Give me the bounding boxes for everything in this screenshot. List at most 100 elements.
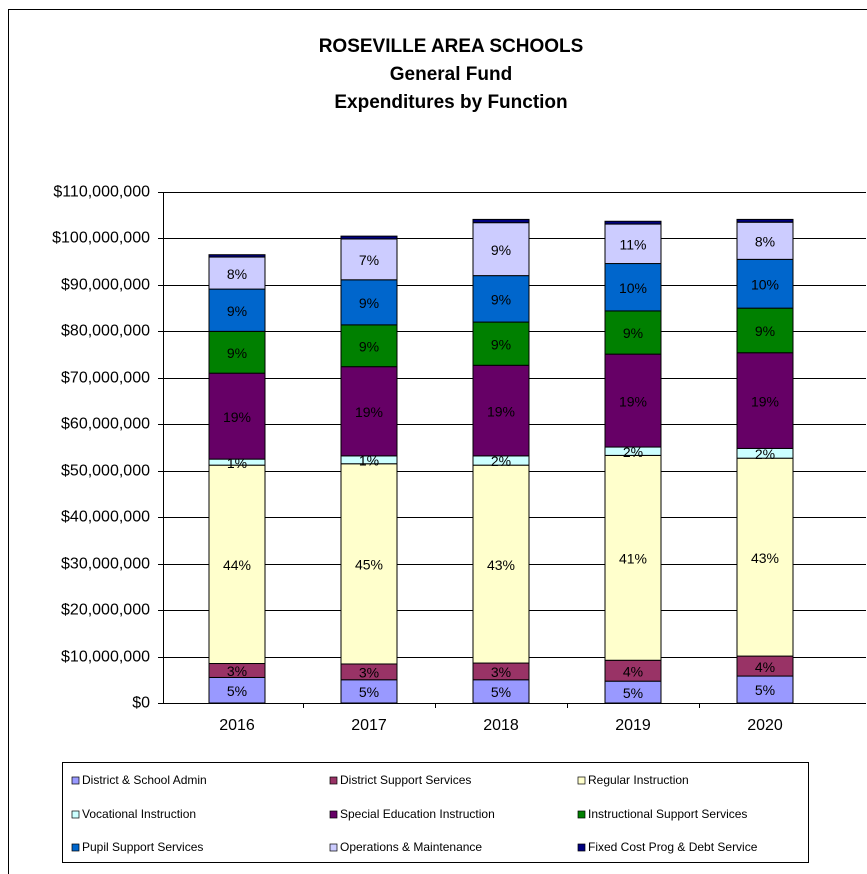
data-label: 19% bbox=[223, 409, 251, 425]
data-label: 9% bbox=[359, 295, 379, 311]
data-label: 9% bbox=[491, 292, 511, 308]
chart-title: General Fund bbox=[390, 64, 512, 85]
data-label: 9% bbox=[227, 345, 247, 361]
legend-label: Vocational Instruction bbox=[82, 807, 196, 821]
data-label: 19% bbox=[619, 393, 647, 409]
data-label: 9% bbox=[623, 325, 643, 341]
data-label: 43% bbox=[487, 557, 515, 573]
bar-segment bbox=[604, 263, 662, 312]
bar-segment bbox=[340, 324, 398, 368]
legend-swatch bbox=[329, 843, 338, 852]
bar-segment bbox=[472, 218, 530, 224]
y-tick-label: $70,000,000 bbox=[61, 370, 150, 387]
bar-segment bbox=[604, 310, 662, 355]
data-label: 8% bbox=[755, 233, 775, 249]
bar-segment bbox=[736, 218, 794, 223]
legend-label: District Support Services bbox=[340, 773, 471, 787]
y-tick-label: $90,000,000 bbox=[61, 277, 150, 294]
data-label: 7% bbox=[359, 252, 379, 268]
data-label: 8% bbox=[227, 266, 247, 282]
chart-title: Expenditures by Function bbox=[334, 92, 567, 113]
bar-segment bbox=[208, 254, 266, 258]
y-tick-label: $80,000,000 bbox=[61, 323, 150, 340]
bar-segment bbox=[208, 372, 266, 460]
data-label: 41% bbox=[619, 551, 647, 567]
legend-label: Operations & Maintenance bbox=[340, 840, 482, 854]
bar-segment bbox=[340, 238, 398, 281]
bar-segment bbox=[472, 321, 530, 366]
legend-label: Special Education Instruction bbox=[340, 807, 495, 821]
bar-segment bbox=[472, 222, 530, 277]
bar-segment bbox=[472, 364, 530, 457]
legend-label: District & School Admin bbox=[82, 773, 207, 787]
bar-segment bbox=[604, 223, 662, 265]
bar-segment bbox=[340, 279, 398, 326]
bar-segment bbox=[472, 275, 530, 323]
data-label: 19% bbox=[751, 393, 779, 409]
legend-swatch bbox=[71, 843, 80, 852]
data-label: 1% bbox=[359, 453, 379, 469]
data-label: 19% bbox=[355, 404, 383, 420]
data-label: 9% bbox=[227, 303, 247, 319]
bar-segment bbox=[736, 258, 794, 309]
data-label: 9% bbox=[491, 336, 511, 352]
x-tick-label: 2019 bbox=[615, 717, 651, 734]
bar-segment bbox=[736, 352, 794, 449]
bar-segment bbox=[340, 366, 398, 457]
data-label: 3% bbox=[359, 665, 379, 681]
data-label: 5% bbox=[227, 683, 247, 699]
data-label: 3% bbox=[227, 663, 247, 679]
legend-label: Fixed Cost Prog & Debt Service bbox=[588, 840, 758, 854]
data-label: 45% bbox=[355, 557, 383, 573]
bar-segment bbox=[604, 220, 662, 225]
bar-segment bbox=[208, 464, 266, 665]
y-tick-label: $100,000,000 bbox=[52, 230, 150, 247]
data-label: 3% bbox=[491, 664, 511, 680]
data-label: 11% bbox=[620, 236, 647, 252]
data-label: 5% bbox=[359, 684, 379, 700]
x-tick-label: 2020 bbox=[747, 717, 783, 734]
legend-swatch bbox=[577, 810, 586, 819]
data-label: 4% bbox=[623, 663, 643, 679]
y-tick-label: $50,000,000 bbox=[61, 463, 150, 480]
bar-segment bbox=[472, 464, 530, 664]
legend-swatch bbox=[329, 810, 338, 819]
y-tick-label: $60,000,000 bbox=[61, 416, 150, 433]
x-tick-label: 2017 bbox=[351, 717, 387, 734]
bar-segment bbox=[736, 221, 794, 260]
data-label: 2% bbox=[755, 446, 775, 462]
legend-swatch bbox=[577, 843, 586, 852]
data-label: 19% bbox=[487, 403, 515, 419]
data-label: 43% bbox=[751, 550, 779, 566]
data-label: 5% bbox=[491, 684, 511, 700]
y-tick-label: $0 bbox=[132, 695, 150, 712]
data-label: 5% bbox=[623, 685, 643, 701]
legend-label: Regular Instruction bbox=[588, 773, 689, 787]
legend-label: Pupil Support Services bbox=[82, 840, 203, 854]
data-label: 9% bbox=[491, 242, 511, 258]
bar-segment bbox=[736, 457, 794, 657]
data-label: 9% bbox=[359, 338, 379, 354]
legend-swatch bbox=[71, 810, 80, 819]
y-tick-label: $110,000,000 bbox=[53, 184, 150, 201]
legend-swatch bbox=[71, 776, 80, 785]
y-tick-label: $20,000,000 bbox=[61, 602, 150, 619]
data-label: 44% bbox=[223, 557, 251, 573]
legend-swatch bbox=[329, 776, 338, 785]
y-tick-label: $30,000,000 bbox=[61, 556, 150, 573]
legend-label: Instructional Support Services bbox=[588, 807, 747, 821]
bar-segment bbox=[208, 288, 266, 332]
bar-segment bbox=[208, 330, 266, 374]
y-tick-label: $10,000,000 bbox=[61, 649, 150, 666]
data-label: 9% bbox=[755, 323, 775, 339]
x-tick-label: 2018 bbox=[483, 717, 519, 734]
data-label: 4% bbox=[755, 659, 775, 675]
bar-segment bbox=[736, 307, 794, 354]
y-tick-label: $40,000,000 bbox=[61, 509, 150, 526]
legend-box bbox=[62, 762, 809, 863]
data-label: 10% bbox=[619, 280, 647, 296]
data-label: 5% bbox=[755, 682, 775, 698]
chart-title: ROSEVILLE AREA SCHOOLS bbox=[319, 36, 584, 57]
data-label: 10% bbox=[751, 276, 779, 292]
